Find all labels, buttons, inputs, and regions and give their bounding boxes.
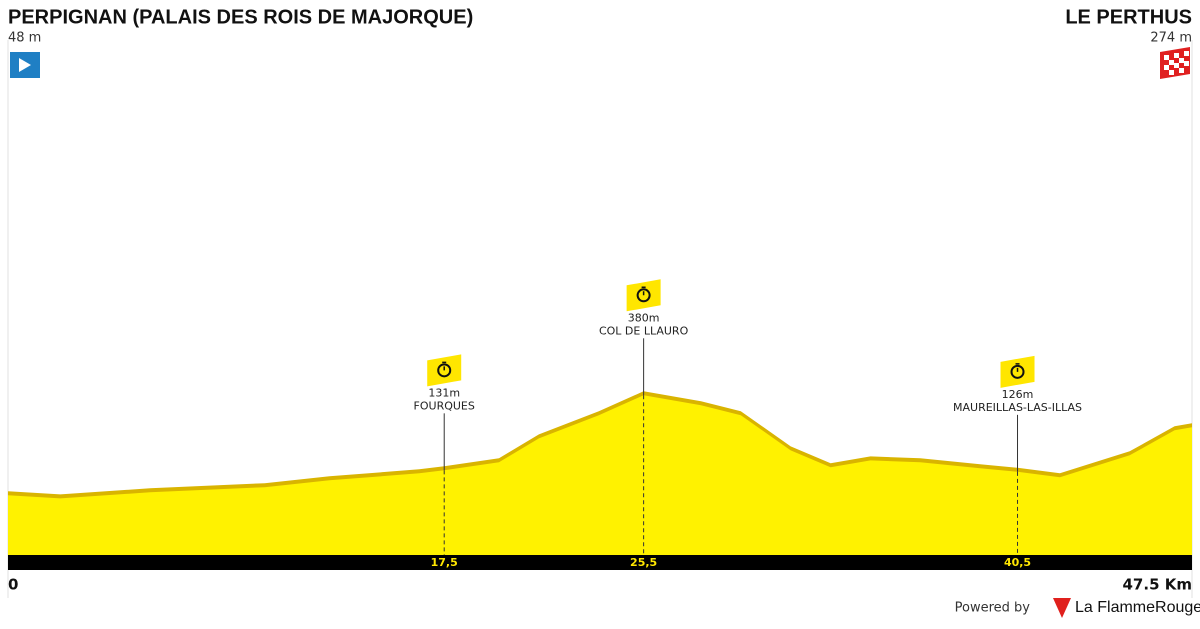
finish-name: LE PERTHUS [1065,6,1192,28]
brand-logo [1053,598,1071,618]
plot [8,391,1192,555]
marker-name: FOURQUES [414,399,475,412]
climb-icon [437,363,452,378]
marker-elevation: 126m [1002,388,1034,401]
x-tick-label: 0 [8,576,18,594]
x-tick-label: 47.5 Km [1123,576,1193,594]
marker-elevation: 380m [628,311,660,324]
marker-km: 40,5 [1004,556,1031,569]
climb-icon-hand [442,361,447,371]
brand-name[interactable]: La FlammeRouge [1075,599,1200,616]
marker-elevation: 131m [428,386,460,399]
finish-elevation: 274 m [1150,31,1192,46]
climb-icon-hand [641,286,646,296]
start-name: PERPIGNAN (PALAIS DES ROIS DE MAJORQUE) [8,6,473,28]
climb-icon-hand [1015,363,1020,372]
finish-icon [1160,47,1190,79]
km-bar [8,555,1192,570]
climb-icon [636,288,651,303]
start-elevation: 48 m [8,31,41,46]
profile-area [8,395,1192,555]
marker-name: MAUREILLAS-LAS-ILLAS [953,401,1082,414]
start-icon [10,52,40,78]
marker-km: 25,5 [630,556,657,569]
climb-icon [1010,364,1025,379]
marker-name: COL DE LLAURO [599,324,689,337]
powered-by: Powered by [955,601,1031,616]
marker-km: 17,5 [431,556,458,569]
